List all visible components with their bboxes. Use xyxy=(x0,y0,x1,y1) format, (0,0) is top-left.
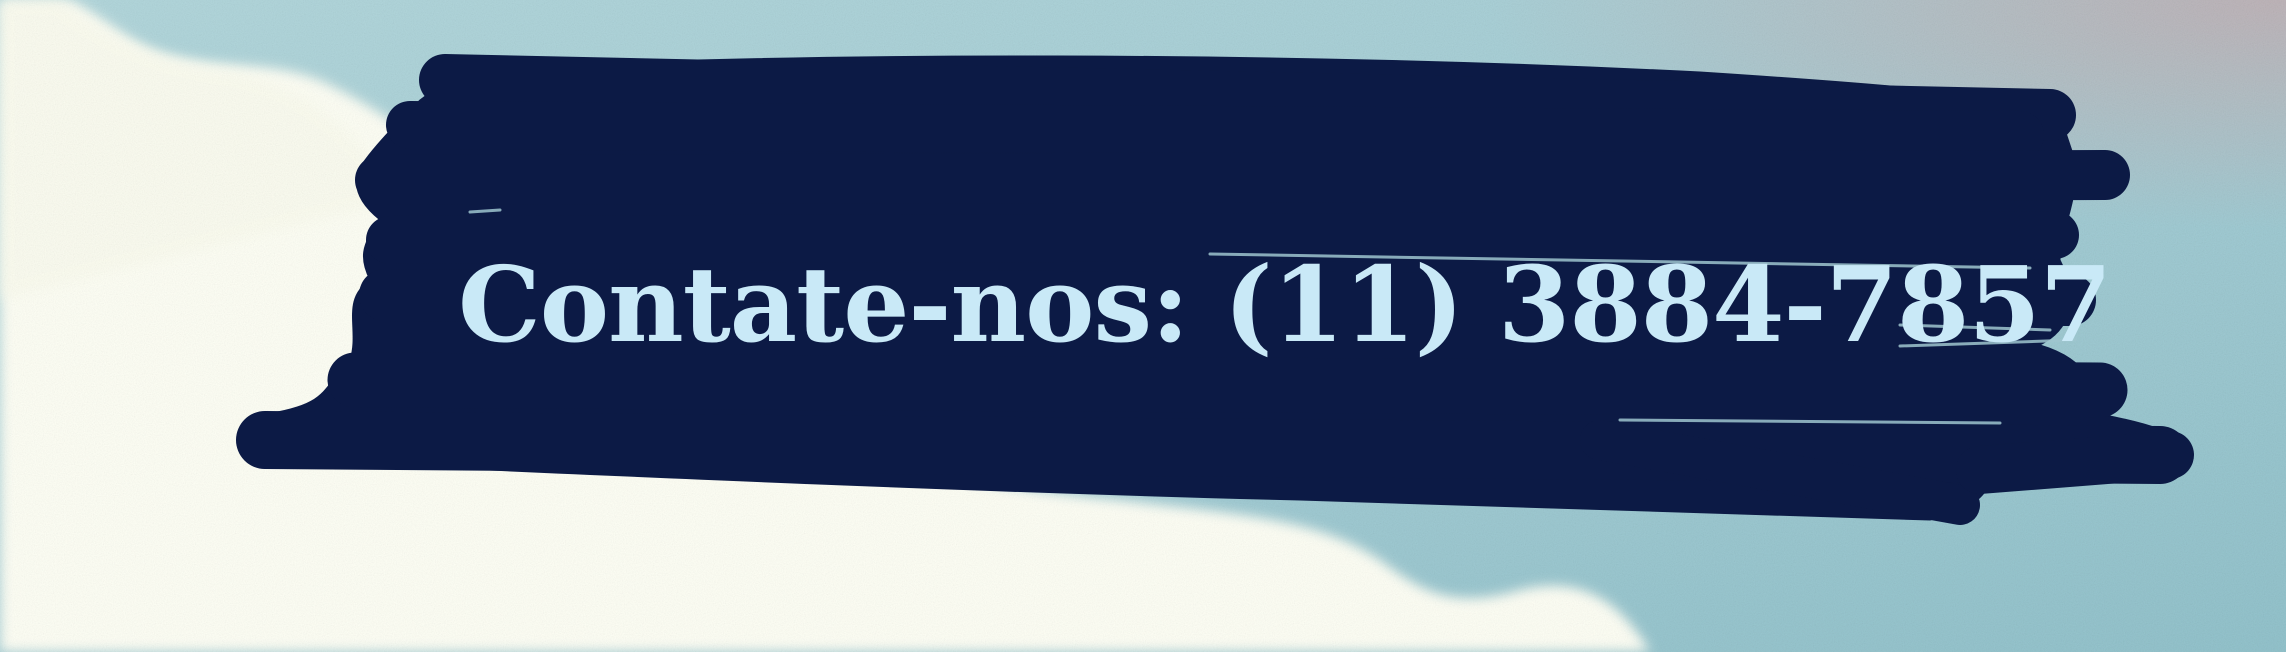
contact-phone-text: Contate-nos: (11) 3884-7857 xyxy=(458,243,2112,366)
